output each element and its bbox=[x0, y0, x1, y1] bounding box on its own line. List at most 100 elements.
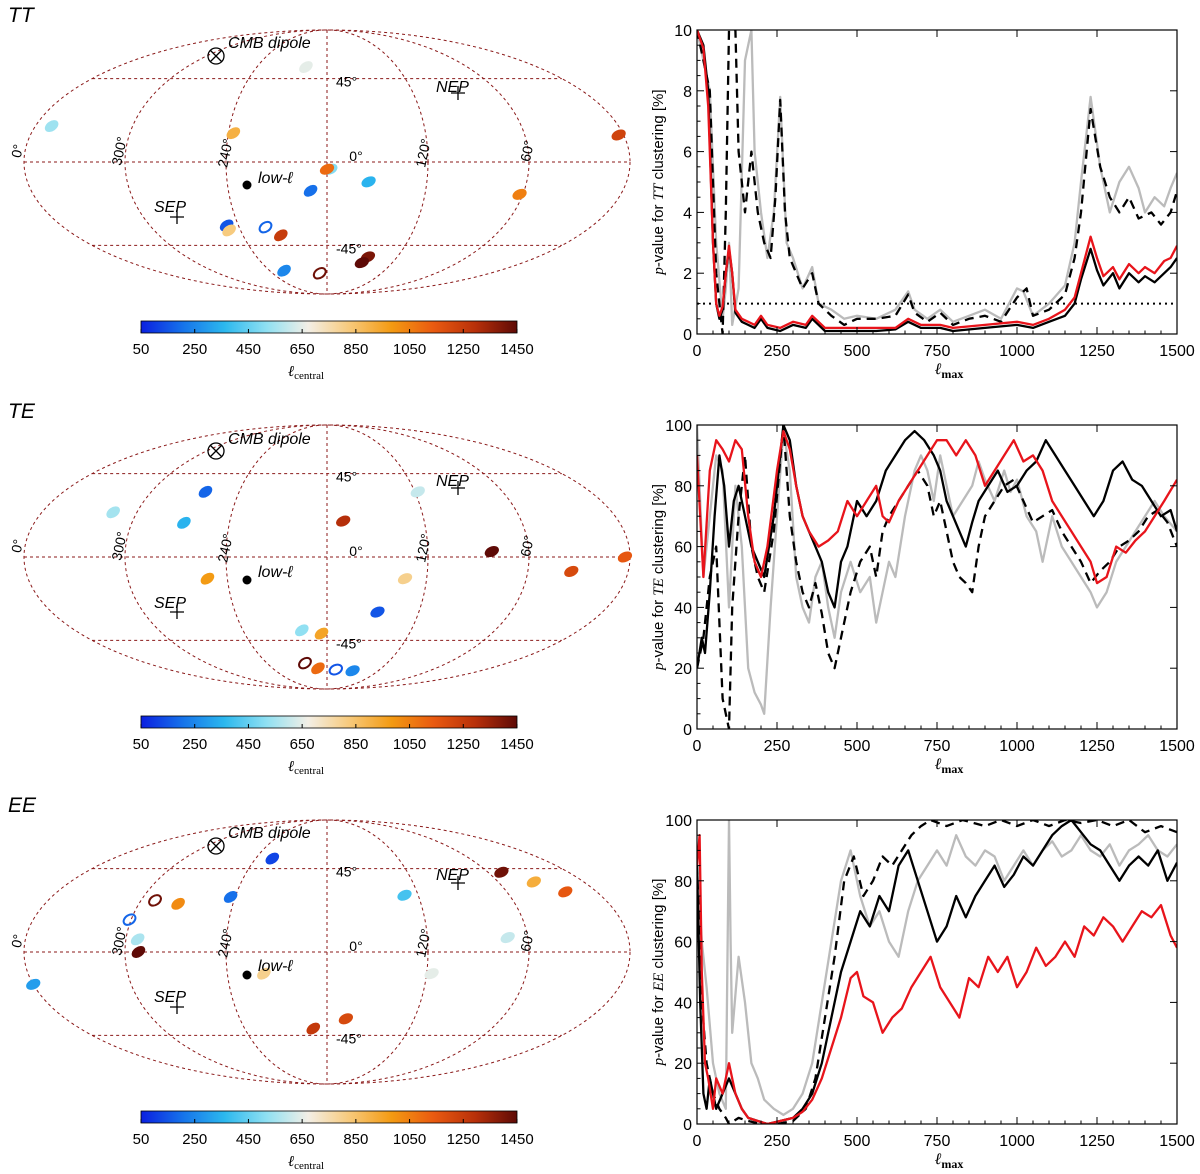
colorbar bbox=[140, 320, 518, 334]
x-tick-label: 1250 bbox=[1079, 738, 1115, 755]
x-tick-label: 1000 bbox=[999, 1133, 1035, 1150]
spot bbox=[177, 516, 191, 529]
longitude-label: 300° bbox=[108, 925, 130, 957]
spot-ring bbox=[148, 894, 162, 907]
longitude-label: 60° bbox=[517, 929, 537, 953]
spot bbox=[306, 1022, 321, 1035]
colorbar-tick-label: 850 bbox=[343, 341, 368, 358]
colorbar-tick-label: 850 bbox=[343, 1131, 368, 1148]
spot bbox=[424, 968, 439, 980]
spot bbox=[131, 946, 146, 958]
spot bbox=[299, 61, 313, 74]
x-tick-label: 250 bbox=[764, 343, 791, 360]
colorbar-tick-label: 1050 bbox=[393, 1131, 426, 1148]
sep-marker bbox=[170, 605, 184, 619]
cmb-dipole-cross bbox=[210, 840, 222, 852]
longitude-label: 0° bbox=[349, 148, 362, 164]
te-panel-label: TE bbox=[8, 400, 36, 423]
colorbar-tick-label: 450 bbox=[236, 1131, 261, 1148]
x-tick-label: 0 bbox=[693, 738, 702, 755]
cmb-dipole-marker bbox=[207, 47, 225, 65]
x-axis-label: ℓmax bbox=[935, 1151, 964, 1171]
colorbar-tick-label: 50 bbox=[133, 1131, 150, 1148]
cmb-dipole-label: CMB dipole bbox=[228, 431, 311, 448]
y-axis-label: p-value for TE clustering [%] bbox=[650, 484, 667, 671]
low-l-marker bbox=[242, 180, 252, 190]
x-tick-label: 1000 bbox=[999, 738, 1035, 755]
x-tick-label: 1500 bbox=[1159, 343, 1195, 360]
y-tick-label: 0 bbox=[683, 327, 692, 344]
spot bbox=[265, 852, 280, 865]
y-tick-label: 40 bbox=[674, 600, 692, 617]
colorbar-label: ℓcentral bbox=[288, 364, 324, 382]
spot bbox=[410, 486, 425, 498]
y-tick-label: 20 bbox=[674, 661, 692, 678]
colorbar-tick-label: 250 bbox=[182, 1131, 207, 1148]
nep-marker bbox=[451, 481, 465, 495]
tt-sky-map: TT 0° 300° 240° 0° 120° 60° 45° -45° CMB dipole… bbox=[8, 4, 631, 382]
sep-marker bbox=[170, 210, 184, 224]
latitude-label: 45° bbox=[336, 864, 357, 880]
sep-label: SEP bbox=[154, 199, 186, 216]
pvalue-chart: 0 250 500 750 1000 1250 1500 0 20 40 60 80 100 ℓmax p-… bbox=[650, 813, 1195, 1171]
spot bbox=[526, 876, 541, 888]
spot bbox=[558, 886, 573, 898]
ee-sky-map: EE 0° 300° 240° 0° 120° 60° 45° -45° CMB dipole… bbox=[8, 794, 631, 1172]
x-tick-label: 250 bbox=[764, 1133, 791, 1150]
y-tick-label: 60 bbox=[674, 540, 692, 557]
series-line bbox=[697, 820, 1177, 1124]
colorbar-tick-label: 1250 bbox=[447, 341, 480, 358]
longitude-label: 240° bbox=[214, 137, 236, 169]
y-tick-label: 2 bbox=[683, 266, 692, 283]
y-tick-label: 60 bbox=[674, 935, 692, 952]
colorbar bbox=[140, 1110, 518, 1124]
x-tick-label: 750 bbox=[924, 738, 951, 755]
spot bbox=[171, 897, 185, 910]
spot-ring bbox=[258, 220, 273, 234]
cmb-dipole-cross bbox=[210, 50, 222, 62]
colorbar-tick-label: 1450 bbox=[500, 341, 533, 358]
spot bbox=[512, 188, 527, 200]
series-line bbox=[697, 425, 1177, 669]
y-axis-label: p-value for EE clustering [%] bbox=[650, 879, 667, 1067]
spot bbox=[397, 889, 412, 901]
longitude-label: 60° bbox=[517, 139, 537, 163]
longitude-label: 300° bbox=[108, 530, 130, 562]
y-tick-label: 0 bbox=[683, 722, 692, 739]
y-axis-label: p-value for TT clustering [%] bbox=[650, 89, 667, 275]
longitude-label: 60° bbox=[517, 534, 537, 558]
series-line bbox=[697, 30, 1177, 334]
longitude-label: 240° bbox=[214, 927, 236, 959]
colorbar-tick-label: 1050 bbox=[393, 341, 426, 358]
y-tick-label: 40 bbox=[674, 995, 692, 1012]
te-sky-map: TE 0° 300° 240° 0° 120° 60° 45° -45° CMB dipole… bbox=[8, 400, 633, 777]
series-line bbox=[697, 429, 1177, 585]
latitude-label: -45° bbox=[336, 1030, 362, 1046]
spot bbox=[611, 129, 626, 141]
x-tick-label: 750 bbox=[924, 1133, 951, 1150]
cmb-dipole-label: CMB dipole bbox=[228, 35, 311, 52]
colorbar-tick-label: 1250 bbox=[447, 736, 480, 753]
sep-label: SEP bbox=[154, 989, 186, 1006]
longitude-label: 0° bbox=[8, 933, 26, 949]
spot bbox=[130, 933, 145, 946]
spot-ring bbox=[312, 267, 327, 280]
longitude-label: 0° bbox=[349, 938, 362, 954]
series-line bbox=[697, 820, 1177, 1117]
y-tick-label: 20 bbox=[674, 1056, 692, 1073]
series-line bbox=[697, 30, 1177, 327]
spot bbox=[277, 264, 291, 277]
y-tick-label: 8 bbox=[683, 84, 692, 101]
spot bbox=[222, 224, 236, 237]
nep-label: NEP bbox=[436, 867, 469, 884]
spot bbox=[336, 515, 351, 527]
spot bbox=[500, 932, 515, 944]
colorbar bbox=[140, 715, 518, 729]
latitude-label: -45° bbox=[336, 240, 362, 256]
y-tick-label: 100 bbox=[665, 813, 692, 830]
series-line bbox=[697, 834, 1177, 1124]
latitude-label: -45° bbox=[336, 635, 362, 651]
nep-label: NEP bbox=[436, 79, 469, 96]
spot bbox=[314, 627, 329, 640]
